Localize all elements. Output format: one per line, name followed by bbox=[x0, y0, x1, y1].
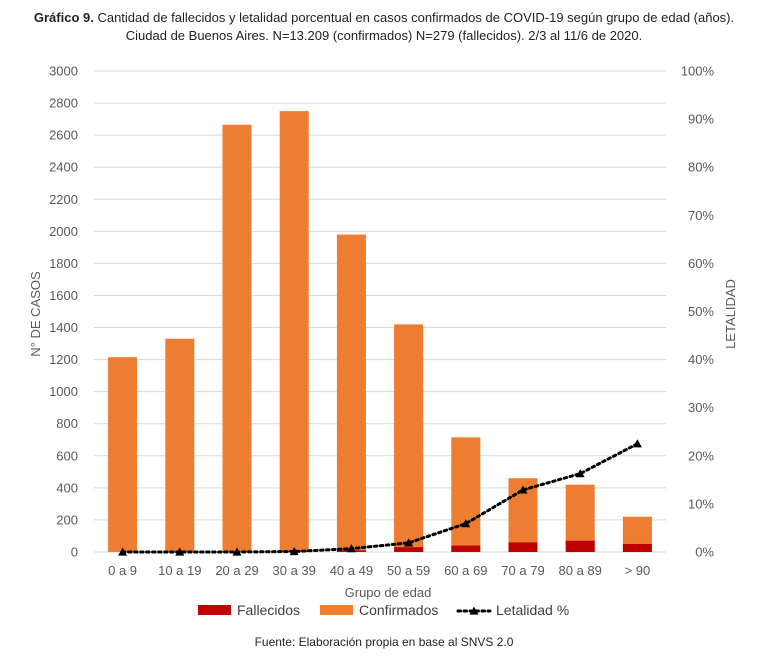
y-tick-label: 200 bbox=[56, 512, 78, 527]
bar-fallecidos bbox=[394, 547, 424, 552]
y-tick-label: 2800 bbox=[49, 96, 78, 111]
letalidad-point bbox=[518, 485, 528, 494]
y2-tick-label: 70% bbox=[688, 208, 714, 223]
letalidad-point bbox=[632, 439, 642, 448]
legend-label-confirmados: Confirmados bbox=[359, 602, 438, 618]
bars bbox=[108, 111, 652, 553]
y-tick-label: 1200 bbox=[49, 352, 78, 367]
y-tick-label: 1000 bbox=[49, 384, 78, 399]
bar-confirmados bbox=[222, 124, 252, 552]
y2-tick-label: 80% bbox=[688, 160, 714, 175]
y-tick-label: 400 bbox=[56, 480, 78, 495]
bar-confirmados bbox=[165, 338, 195, 552]
bar-fallecidos bbox=[622, 543, 652, 552]
x-tick-label: > 90 bbox=[625, 563, 651, 578]
letalidad-series-line bbox=[121, 442, 639, 554]
legend: Fallecidos Confirmados Letalidad % bbox=[198, 602, 569, 618]
y-tick-label: 800 bbox=[56, 416, 78, 431]
y2-tick-label: 40% bbox=[688, 352, 714, 367]
x-tick-label: 10 a 19 bbox=[158, 563, 201, 578]
figure-number: Gráfico 9. bbox=[33, 10, 94, 25]
chart-title-line1: Gráfico 9. Cantidad de fallecidos y leta… bbox=[0, 10, 768, 25]
chart-title-text: Cantidad de fallecidos y letalidad porce… bbox=[93, 10, 735, 25]
y2-tick-label: 30% bbox=[688, 400, 714, 415]
y-axis-title: N° DE CASOS bbox=[28, 271, 43, 357]
bar-confirmados bbox=[108, 357, 138, 552]
x-axis-title: Grupo de edad bbox=[345, 585, 432, 600]
y2-axis-title: LETALIDAD bbox=[723, 279, 738, 349]
letalidad-point bbox=[346, 544, 356, 553]
source-note: Fuente: Elaboración propia en base al SN… bbox=[254, 635, 514, 649]
x-tick-label: 70 a 79 bbox=[501, 563, 544, 578]
y-tick-label: 1800 bbox=[49, 256, 78, 271]
y-tick-label: 600 bbox=[56, 448, 78, 463]
bar-confirmados bbox=[451, 437, 481, 552]
letalidad-point bbox=[289, 547, 299, 556]
y-tick-label: 2600 bbox=[49, 128, 78, 143]
y-axis-ticks: 0 200 400 600 800 1000 1200 1400 1600 1800 2000 220… bbox=[49, 64, 78, 560]
y2-tick-label: 90% bbox=[688, 112, 714, 127]
y-tick-label: 1600 bbox=[49, 288, 78, 303]
legend-marker-letalidad bbox=[469, 606, 479, 615]
letalidad-point bbox=[575, 469, 585, 478]
x-tick-label: 30 a 39 bbox=[273, 563, 316, 578]
y2-tick-label: 60% bbox=[688, 256, 714, 271]
letalidad-point bbox=[461, 519, 471, 528]
y-tick-label: 1400 bbox=[49, 320, 78, 335]
chart-title-line2: Ciudad de Buenos Aires. N=13.209 (confir… bbox=[125, 28, 643, 43]
y2-tick-label: 50% bbox=[688, 304, 714, 319]
y-tick-label: 2400 bbox=[49, 160, 78, 175]
y2-tick-label: 20% bbox=[688, 448, 714, 463]
letalidad-point bbox=[118, 547, 128, 556]
y2-tick-label: 0% bbox=[695, 545, 714, 560]
x-tick-label: 20 a 29 bbox=[215, 563, 258, 578]
y-tick-label: 3000 bbox=[49, 64, 78, 79]
y2-axis-ticks: 0% 10% 20% 30% 40% 50% 60% 70% 80% 90% 100% bbox=[681, 64, 715, 560]
x-tick-label: 40 a 49 bbox=[330, 563, 373, 578]
bar-confirmados bbox=[279, 111, 309, 552]
bar-confirmados bbox=[336, 234, 366, 553]
legend-swatch-fallecidos bbox=[198, 605, 231, 615]
x-tick-label: 60 a 69 bbox=[444, 563, 487, 578]
letalidad-point bbox=[404, 538, 414, 547]
bar-confirmados bbox=[394, 324, 424, 552]
x-tick-label: 50 a 59 bbox=[387, 563, 430, 578]
y-tick-label: 0 bbox=[71, 545, 78, 560]
letalidad-line bbox=[118, 439, 642, 556]
legend-label-fallecidos: Fallecidos bbox=[237, 602, 300, 618]
x-axis-ticks: 0 a 9 10 a 19 20 a 29 30 a 39 40 a 49 50 a 59… bbox=[108, 563, 650, 578]
letalidad-point bbox=[175, 547, 185, 556]
legend-label-letalidad: Letalidad % bbox=[496, 602, 569, 618]
bar-fallecidos bbox=[508, 542, 538, 552]
letalidad-point bbox=[232, 547, 242, 556]
y2-tick-label: 10% bbox=[688, 496, 714, 511]
legend-swatch-confirmados bbox=[320, 605, 353, 615]
x-tick-label: 80 a 89 bbox=[559, 563, 602, 578]
y-tick-label: 2200 bbox=[49, 192, 78, 207]
bar-fallecidos bbox=[565, 540, 595, 552]
bar-fallecidos bbox=[451, 545, 481, 552]
x-tick-label: 0 a 9 bbox=[108, 563, 137, 578]
y-tick-label: 2000 bbox=[49, 224, 78, 239]
y2-tick-label: 100% bbox=[681, 64, 715, 79]
